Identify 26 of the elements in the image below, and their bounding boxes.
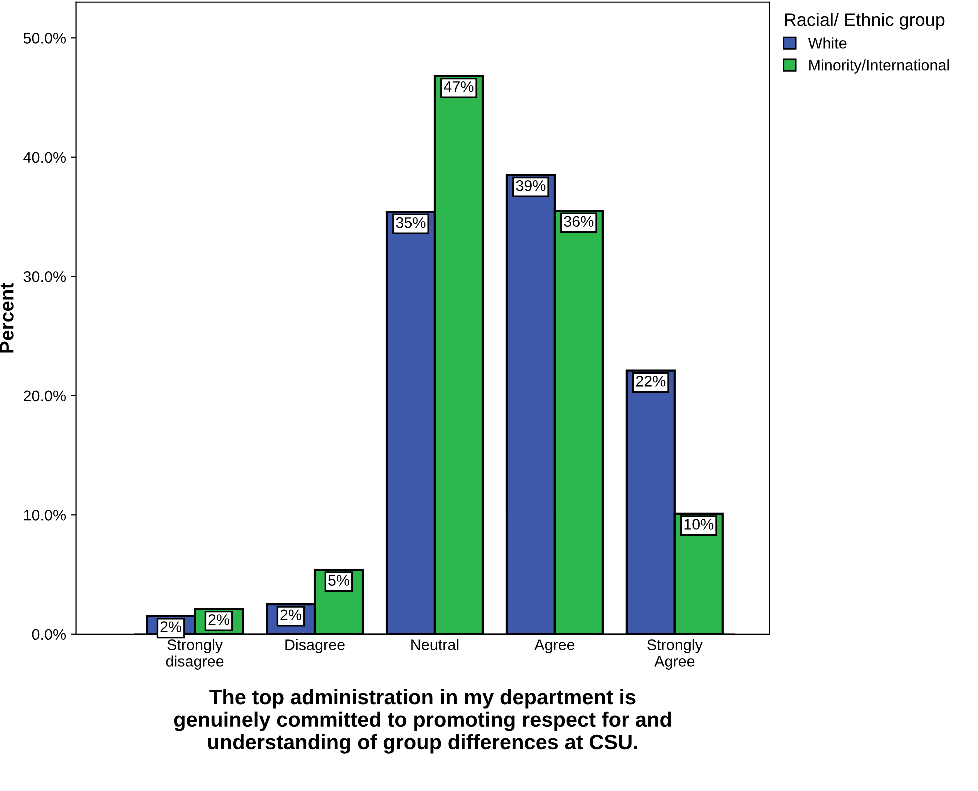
y-tick-label: 0.0% [32, 629, 66, 640]
y-tick-label: 30.0% [24, 272, 66, 282]
y-tick-label: 50.0% [24, 33, 66, 44]
data-label: 47% [444, 82, 474, 92]
y-tick-label: 20.0% [24, 390, 66, 402]
data-label: 39% [516, 180, 546, 192]
data-label: 35% [396, 217, 426, 228]
legend-title: Racial/ Ethnic group [785, 13, 945, 30]
data-label: 36% [564, 216, 594, 228]
legend-label: Minority/International [810, 60, 950, 74]
data-label: 2% [160, 622, 182, 632]
y-tick-label: 40.0% [24, 152, 66, 164]
x-tick-label: Disagree [286, 639, 345, 654]
x-axis-title: The top administration in my department is genuinely committed to promoting respect for and understanding of group differences at CSU. [174, 689, 672, 754]
x-tick-label: Strongly Agree [648, 639, 703, 670]
x-tick-label: Neutral [412, 639, 459, 650]
data-label: 5% [328, 575, 350, 586]
data-label: 2% [208, 614, 230, 626]
y-tick-label: 10.0% [24, 510, 66, 521]
x-tick-label: Agree [534, 640, 575, 654]
data-label: 22% [636, 376, 666, 387]
data-label: 2% [280, 610, 302, 620]
x-tick-label: Strongly disagree [166, 639, 224, 670]
legend-label: White [808, 38, 847, 49]
data-label: 10% [684, 519, 714, 530]
y-axis-title: Percent [0, 282, 14, 353]
